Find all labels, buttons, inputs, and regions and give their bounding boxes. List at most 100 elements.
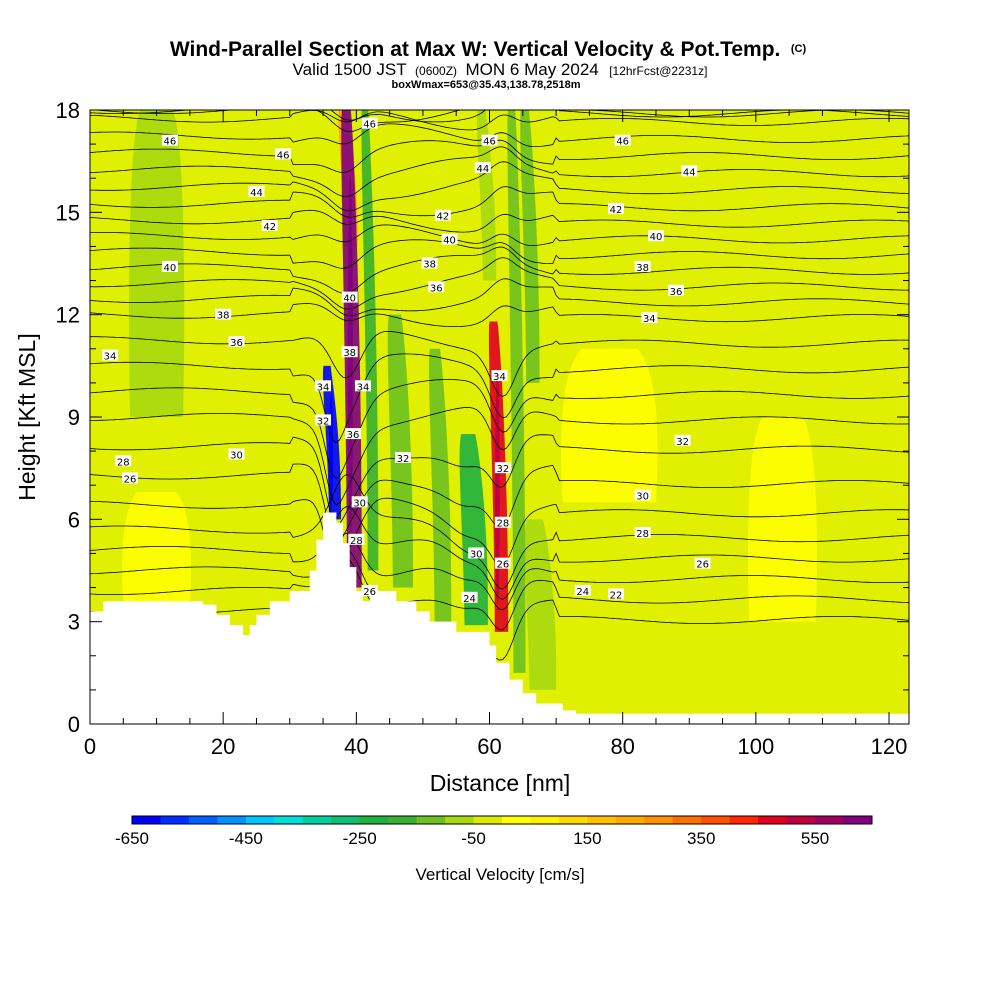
theta-contour-35 — [90, 278, 909, 317]
y-axis-label: Height [Kft MSL] — [14, 333, 40, 500]
contour-label-text: 34 — [643, 314, 656, 325]
contour-label-28: 34 — [491, 370, 508, 383]
contour-label-bg — [361, 117, 378, 129]
colorbar-swatch — [644, 816, 674, 824]
contour-label-bg — [421, 257, 438, 269]
contour-label-45: 24 — [574, 584, 591, 598]
contour-label-bg — [494, 557, 511, 569]
valid-prefix: Valid 1500 JST — [293, 60, 407, 79]
theta-contour-36 — [90, 257, 909, 310]
colorbar-swatch — [758, 816, 788, 824]
contour-label-0: 46 — [161, 134, 178, 148]
y-tick-label: 6 — [68, 507, 80, 532]
contour-label-9: 26 — [121, 472, 138, 485]
contour-label-bg — [491, 370, 508, 382]
colorbar-swatch — [843, 816, 873, 824]
theta-contour-41 — [90, 186, 909, 218]
contour-label-13: 38 — [341, 346, 358, 359]
colorbar-swatch — [729, 816, 759, 824]
contour-label-text: 46 — [616, 137, 629, 148]
contour-label-bg — [441, 233, 458, 245]
contour-label-26: 38 — [421, 257, 438, 271]
contour-label-text: 44 — [476, 164, 489, 175]
contour-label-bg — [248, 185, 265, 197]
contour-label-23: 44 — [474, 161, 491, 175]
y-tick-label: 12 — [56, 303, 80, 328]
contour-label-text: 40 — [443, 236, 456, 247]
contour-label-text: 38 — [423, 260, 436, 271]
theta-contour-23 — [90, 548, 909, 631]
theta-contour-26 — [90, 474, 909, 590]
contour-label-22: 46 — [481, 134, 498, 148]
contour-label-bg — [341, 346, 358, 358]
contour-label-text: 28 — [117, 457, 130, 468]
colorbar-swatch — [359, 816, 389, 824]
colorbar-swatch — [701, 816, 731, 824]
contour-label-34: 46 — [614, 134, 631, 148]
contour-label-18: 30 — [351, 496, 368, 509]
w-feature-3 — [128, 110, 185, 417]
contour-label-24: 42 — [434, 209, 451, 223]
contour-label-text: 40 — [343, 294, 356, 305]
contour-label-12: 40 — [341, 291, 358, 305]
theta-contour-45 — [90, 123, 909, 148]
contour-label-bg — [115, 455, 132, 467]
w-feature-9 — [507, 110, 526, 673]
contour-label-41: 32 — [674, 434, 691, 448]
contour-label-bg — [494, 462, 511, 474]
contour-label-7: 34 — [101, 349, 118, 363]
contour-label-bg — [228, 448, 245, 460]
contour-label-text: 38 — [343, 348, 356, 359]
contour-label-46: 22 — [608, 588, 625, 601]
colorbar-swatch — [445, 816, 475, 824]
contour-label-bg — [315, 414, 332, 426]
contour-label-bg — [681, 165, 698, 177]
contour-label-29: 32 — [494, 462, 511, 475]
contour-label-text: 44 — [683, 167, 696, 178]
valid-date: MON 6 May 2024 — [466, 60, 599, 79]
contour-label-44: 26 — [694, 557, 711, 571]
w-feature-7 — [520, 110, 540, 383]
theta-contour-22 — [90, 557, 909, 661]
contour-label-27: 36 — [428, 281, 445, 294]
colorbar-swatch — [672, 816, 702, 824]
contour-label-text: 28 — [636, 529, 649, 540]
contour-label-2: 44 — [248, 185, 265, 199]
w-feature-12 — [459, 434, 488, 626]
colorbar-tick-label: -650 — [115, 829, 149, 848]
contour-label-bg — [215, 308, 232, 320]
contour-label-bg — [474, 161, 491, 173]
colorbar-swatch — [815, 816, 845, 824]
valid-utc: (0600Z) — [415, 64, 457, 78]
theta-contour-33 — [90, 330, 909, 397]
contour-label-bg — [355, 380, 371, 392]
contour-label-text: 42 — [263, 222, 276, 233]
contour-label-bg — [315, 380, 332, 392]
contour-label-37: 40 — [647, 230, 664, 243]
contour-label-bg — [428, 281, 445, 293]
contour-label-text: 46 — [277, 150, 290, 161]
chart-title: Wind-Parallel Section at Max W: Vertical… — [170, 38, 807, 91]
contour-label-35: 44 — [681, 165, 698, 178]
contour-label-text: 32 — [317, 416, 330, 427]
svg-text:Wind-Parallel Section at Max W: Wind-Parallel Section at Max W: Vertical… — [170, 38, 807, 61]
theta-contour-24 — [90, 532, 909, 611]
x-axis-label: Distance [nm] — [430, 770, 571, 796]
contour-label-17: 36 — [345, 428, 362, 441]
contour-label-text: 30 — [470, 549, 483, 560]
contour-label-text: 22 — [610, 590, 623, 601]
title-mark: (C) — [791, 43, 807, 55]
theta-contour-40 — [90, 209, 909, 233]
contour-label-text: 46 — [483, 137, 496, 148]
theta-contour-25 — [90, 506, 909, 600]
contour-label-bg — [608, 588, 625, 600]
contour-label-8: 28 — [115, 455, 132, 468]
contour-label-text: 36 — [670, 287, 683, 298]
contour-label-11: 46 — [361, 117, 378, 131]
contour-label-bg — [161, 260, 178, 272]
contour-label-bg — [394, 451, 411, 463]
theta-contour-43 — [90, 146, 909, 198]
colorbar-tick-label: -250 — [343, 829, 377, 848]
